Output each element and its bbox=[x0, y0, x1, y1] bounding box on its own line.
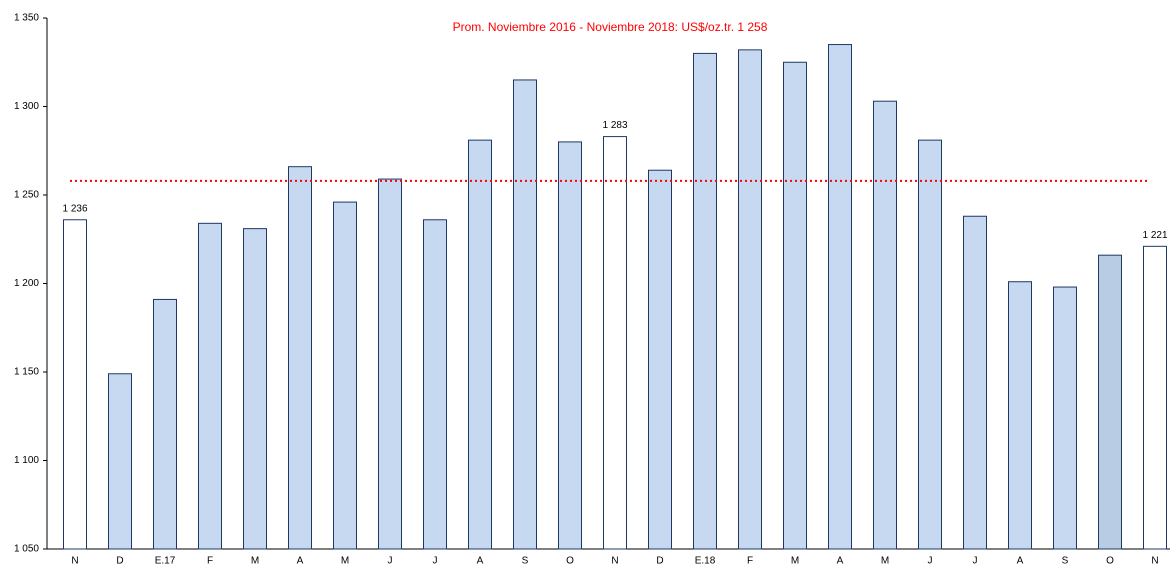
bar bbox=[828, 44, 852, 550]
x-tick-label: F bbox=[747, 556, 753, 567]
x-tick-label: J bbox=[973, 556, 978, 567]
reference-label: Prom. Noviembre 2016 - Noviembre 2018: U… bbox=[453, 20, 768, 34]
bar bbox=[783, 61, 807, 550]
bar bbox=[1008, 281, 1032, 550]
bar bbox=[603, 136, 627, 550]
bar bbox=[333, 201, 357, 550]
x-tick-label: N bbox=[611, 556, 618, 567]
bar bbox=[1143, 245, 1167, 550]
x-tick-label: M bbox=[791, 556, 799, 567]
bar bbox=[513, 79, 537, 550]
bar bbox=[738, 49, 762, 550]
value-label: 1 236 bbox=[62, 203, 87, 214]
x-tick-label: M bbox=[881, 556, 889, 567]
bar bbox=[558, 141, 582, 550]
y-tick-label: 1 050 bbox=[14, 544, 39, 555]
y-tick-label: 1 250 bbox=[14, 190, 39, 201]
x-tick-label: M bbox=[341, 556, 349, 567]
bar bbox=[648, 169, 672, 550]
x-tick-label: J bbox=[928, 556, 933, 567]
x-tick-label: A bbox=[1017, 556, 1024, 567]
bar bbox=[918, 139, 942, 550]
x-tick-label: O bbox=[566, 556, 574, 567]
x-tick-label: M bbox=[251, 556, 259, 567]
x-tick-label: J bbox=[433, 556, 438, 567]
x-tick-label: O bbox=[1106, 556, 1114, 567]
bar bbox=[423, 219, 447, 550]
x-tick-label: S bbox=[1062, 556, 1069, 567]
value-label: 1 221 bbox=[1142, 230, 1167, 241]
x-tick-label: F bbox=[207, 556, 213, 567]
x-tick-label: D bbox=[656, 556, 663, 567]
bar bbox=[198, 222, 222, 550]
bar bbox=[1053, 286, 1077, 550]
value-label: 1 283 bbox=[602, 120, 627, 131]
bar bbox=[63, 219, 87, 550]
x-tick-label: D bbox=[116, 556, 123, 567]
x-tick-label: A bbox=[297, 556, 304, 567]
y-tick-label: 1 200 bbox=[14, 278, 39, 289]
bar bbox=[468, 139, 492, 550]
x-tick-label: E.18 bbox=[695, 556, 716, 567]
x-tick-label: A bbox=[837, 556, 844, 567]
y-tick-label: 1 350 bbox=[14, 13, 39, 24]
bar bbox=[108, 373, 132, 550]
y-tick-label: 1 150 bbox=[14, 367, 39, 378]
bar bbox=[1098, 254, 1122, 550]
bar bbox=[873, 100, 897, 550]
y-tick-label: 1 100 bbox=[14, 455, 39, 466]
y-tick-label: 1 300 bbox=[14, 101, 39, 112]
bar bbox=[243, 228, 267, 550]
x-tick-label: N bbox=[1151, 556, 1158, 567]
bar bbox=[963, 215, 987, 550]
x-tick-label: S bbox=[522, 556, 529, 567]
x-tick-label: A bbox=[477, 556, 484, 567]
bar bbox=[153, 298, 177, 550]
bar bbox=[288, 166, 312, 550]
bar bbox=[693, 52, 717, 550]
bar bbox=[378, 178, 402, 550]
x-tick-label: E.17 bbox=[155, 556, 176, 567]
x-tick-label: J bbox=[388, 556, 393, 567]
x-tick-label: N bbox=[71, 556, 78, 567]
